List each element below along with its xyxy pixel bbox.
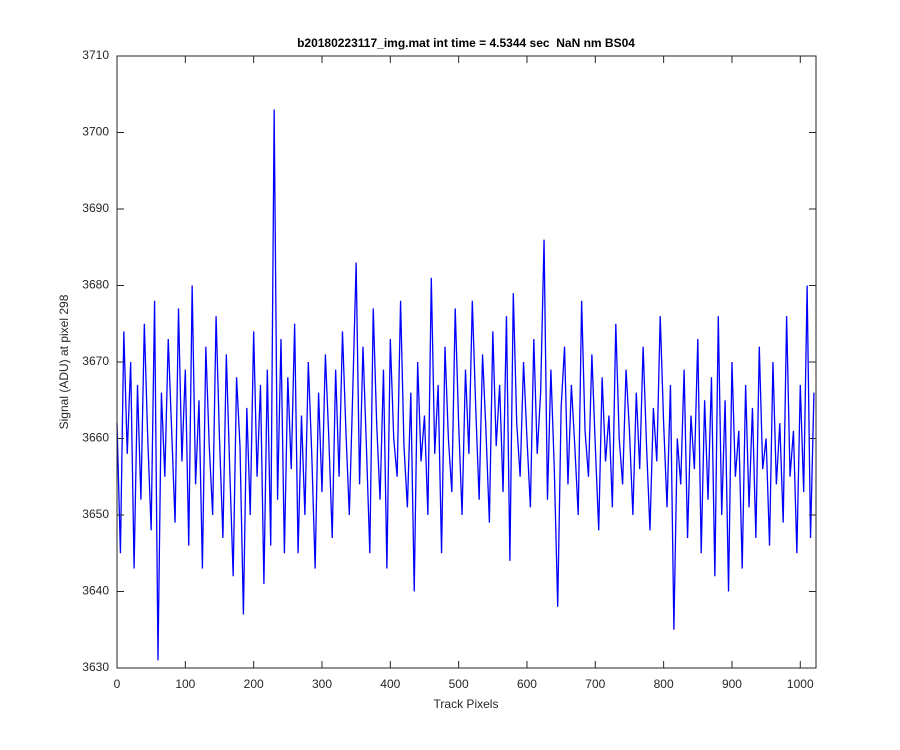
y-tick-label: 3710 bbox=[82, 48, 109, 62]
y-tick-label: 3670 bbox=[82, 354, 109, 368]
x-tick-label: 400 bbox=[380, 677, 400, 691]
x-tick-label: 700 bbox=[585, 677, 605, 691]
x-tick-label: 600 bbox=[517, 677, 537, 691]
y-axis-label: Signal (ADU) at pixel 298 bbox=[57, 294, 71, 429]
y-tick-label: 3680 bbox=[82, 278, 109, 292]
chart-title: b20180223117_img.mat int time = 4.5344 s… bbox=[297, 36, 635, 50]
y-tick-label: 3700 bbox=[82, 125, 109, 139]
y-tick-label: 3690 bbox=[82, 201, 109, 215]
y-tick-label: 3640 bbox=[82, 584, 109, 598]
x-tick-label: 300 bbox=[312, 677, 332, 691]
x-tick-label: 500 bbox=[449, 677, 469, 691]
y-tick-label: 3630 bbox=[82, 660, 109, 674]
x-tick-label: 900 bbox=[722, 677, 742, 691]
y-tick-label: 3650 bbox=[82, 507, 109, 521]
x-tick-label: 100 bbox=[175, 677, 195, 691]
x-tick-label: 200 bbox=[244, 677, 264, 691]
x-tick-label: 0 bbox=[114, 677, 121, 691]
data-line bbox=[116, 109, 815, 661]
x-tick-label: 1000 bbox=[787, 677, 814, 691]
x-tick-label: 800 bbox=[654, 677, 674, 691]
x-axis-label: Track Pixels bbox=[434, 697, 499, 711]
y-tick-label: 3660 bbox=[82, 431, 109, 445]
